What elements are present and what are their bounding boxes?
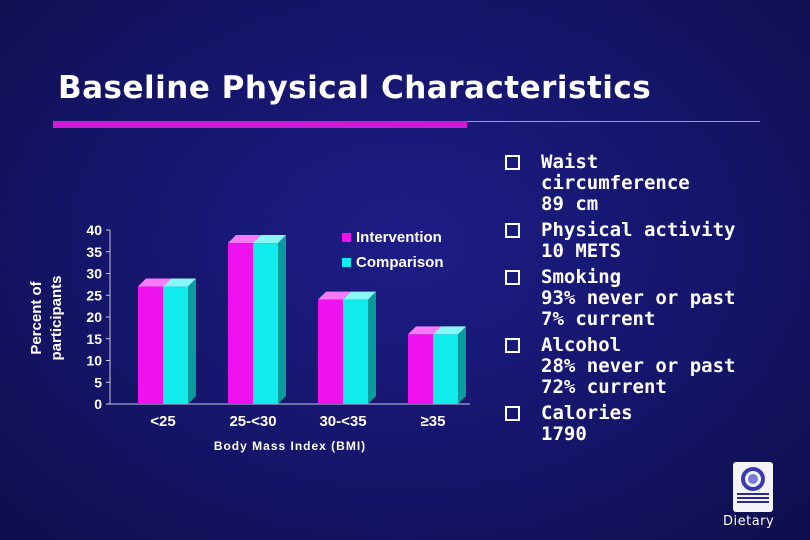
x-tick-label: ≥35 bbox=[421, 413, 446, 430]
y-tick-label: 35 bbox=[86, 244, 102, 260]
legend-label: Comparison bbox=[356, 254, 444, 271]
bar-top bbox=[163, 278, 196, 287]
bullet-line: Physical activity bbox=[541, 219, 736, 241]
bar-intervention bbox=[318, 299, 343, 404]
bullet-line: 93% never or past bbox=[541, 287, 736, 309]
y-tick-label: 0 bbox=[94, 396, 102, 412]
y-tick-label: 30 bbox=[86, 266, 102, 282]
bar-top bbox=[138, 278, 171, 287]
bar-side bbox=[368, 291, 376, 404]
bar-intervention bbox=[228, 243, 253, 404]
y-axis-label: Percent of bbox=[28, 280, 45, 354]
y-tick-label: 5 bbox=[94, 374, 102, 390]
y-axis-label: participants bbox=[48, 275, 65, 360]
bullet-square-icon bbox=[505, 155, 520, 170]
bullet-line: 28% never or past bbox=[541, 355, 736, 377]
bar-comparison bbox=[433, 334, 458, 404]
bullet-line: Smoking bbox=[541, 266, 622, 288]
bullet-square-icon bbox=[505, 270, 520, 285]
bullet-item: Alcohol 28% never or past 72% current bbox=[505, 335, 805, 398]
bullet-item: Smoking 93% never or past 7% current bbox=[505, 267, 805, 330]
bar-side bbox=[278, 235, 286, 404]
bullet-line: 7% current bbox=[541, 308, 656, 330]
bullet-line: Waist bbox=[541, 151, 599, 173]
bullet-square-icon bbox=[505, 406, 520, 421]
bullet-line: Calories bbox=[541, 402, 633, 424]
bar-top bbox=[433, 326, 466, 335]
bullet-line: circumference bbox=[541, 172, 690, 194]
bar-side bbox=[188, 278, 196, 404]
bar-intervention bbox=[408, 334, 433, 404]
x-axis-label: Body Mass Index (BMI) bbox=[214, 439, 366, 453]
bar-comparison bbox=[163, 286, 188, 404]
bar-top bbox=[343, 291, 376, 300]
bar-top bbox=[228, 235, 261, 244]
bar-comparison bbox=[343, 299, 368, 404]
womens-health-initiative-logo-icon bbox=[733, 462, 773, 512]
x-tick-label: <25 bbox=[150, 413, 175, 430]
title-rule bbox=[467, 121, 760, 122]
y-tick-label: 40 bbox=[86, 222, 102, 238]
bullet-line: 10 METS bbox=[541, 240, 622, 262]
legend-label: Intervention bbox=[356, 229, 442, 246]
bar-top bbox=[408, 326, 441, 335]
bullet-line: Alcohol bbox=[541, 334, 622, 356]
y-tick-label: 20 bbox=[86, 309, 102, 325]
logo-label: Dietary bbox=[723, 514, 775, 529]
bullet-square-icon bbox=[505, 223, 520, 238]
bar-top bbox=[253, 235, 286, 244]
bullet-item: Calories 1790 bbox=[505, 403, 805, 445]
bar-comparison bbox=[253, 243, 278, 404]
legend-swatch bbox=[342, 233, 351, 242]
characteristics-list: Waist circumference 89 cm Physical activity… bbox=[505, 152, 805, 450]
legend-swatch bbox=[342, 258, 351, 267]
y-tick-label: 15 bbox=[86, 331, 102, 347]
y-tick-label: 25 bbox=[86, 287, 102, 303]
bullet-line: 89 cm bbox=[541, 193, 599, 215]
bullet-square-icon bbox=[505, 338, 520, 353]
bar-intervention bbox=[138, 286, 163, 404]
bar-top bbox=[318, 291, 351, 300]
bullet-line: 72% current bbox=[541, 376, 667, 398]
title-underline bbox=[53, 121, 467, 128]
x-tick-label: 25-<30 bbox=[229, 413, 276, 430]
bar-side bbox=[458, 326, 466, 404]
bullet-item: Waist circumference 89 cm bbox=[505, 152, 805, 215]
bullet-line: 1790 bbox=[541, 423, 587, 445]
bullet-item: Physical activity 10 METS bbox=[505, 220, 805, 262]
y-tick-label: 10 bbox=[86, 353, 102, 369]
x-tick-label: 30-<35 bbox=[319, 413, 366, 430]
slide-title: Baseline Physical Characteristics bbox=[58, 70, 652, 106]
